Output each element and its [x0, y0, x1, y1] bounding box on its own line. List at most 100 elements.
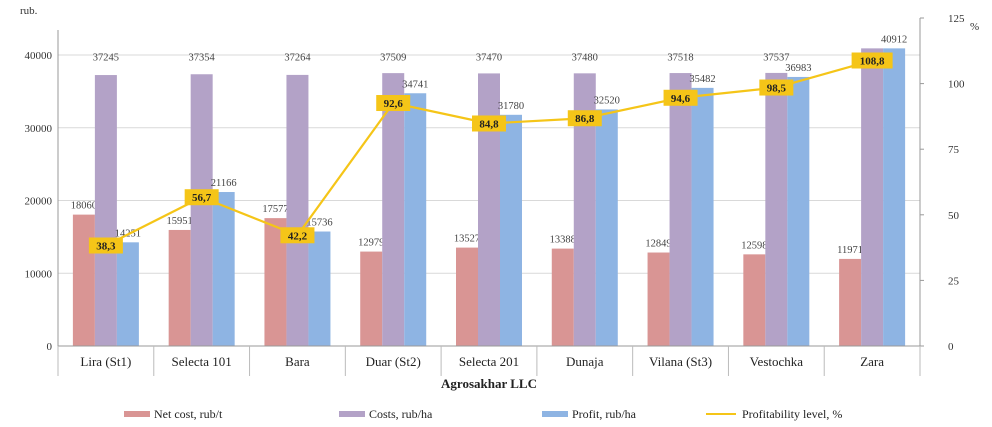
- legend-label-profitability: Profitability level, %: [742, 406, 843, 421]
- bar-value-label: 35482: [689, 74, 715, 85]
- bar: [286, 74, 309, 346]
- y2-tick-label: 0: [948, 341, 954, 353]
- legend-label-net-cost: Net cost, rub/t: [154, 406, 223, 421]
- legend-swatch-profitability: [706, 413, 736, 415]
- bar-value-label: 13388: [550, 235, 576, 246]
- bar: [883, 48, 906, 346]
- bar-value-label: 37470: [476, 53, 502, 64]
- bar-value-label: 34741: [402, 79, 428, 90]
- bar: [94, 75, 117, 346]
- bar: [861, 48, 884, 346]
- bar-value-label: 36983: [785, 63, 811, 74]
- bar: [743, 254, 766, 346]
- profitability-line: 38,3 56,7 42,2 92,6 84,8 86,8 94,6 98,5 108,8: [88, 52, 893, 254]
- y-tick-label: 10000: [25, 268, 53, 280]
- bar: [551, 248, 574, 346]
- bar-value-label: 11971: [837, 245, 863, 256]
- bar-value-label: 37354: [189, 53, 216, 64]
- bar-value-label: 37245: [93, 53, 119, 64]
- bar-value-label: 37518: [667, 53, 693, 64]
- bar-value-label: 37480: [572, 53, 598, 64]
- legend-item-net-cost: Net cost, rub/t: [124, 404, 222, 424]
- point-label: 94,6: [671, 93, 691, 105]
- point-label-box: [376, 95, 411, 112]
- point-label: 38,3: [96, 241, 116, 253]
- category-label: Dunaja: [566, 354, 604, 369]
- legend-item-profitability: Profitability level, %: [706, 404, 842, 424]
- bar-value-label: 17577: [262, 204, 288, 215]
- axes: 0 10000 20000 30000 40000 0 25 50 75 100 125 Lira (…: [25, 13, 965, 376]
- legend-item-profit: Profit, rub/ha: [542, 404, 636, 424]
- bars: 1806037245142511595137354211661757737264…: [71, 34, 907, 347]
- category-label: Lira (St1): [80, 354, 131, 369]
- y2-tick-label: 75: [948, 144, 960, 156]
- bar-value-label: 12598: [741, 240, 767, 251]
- legend: Net cost, rub/t Costs, rub/ha Profit, ru…: [0, 404, 992, 424]
- bar-value-label: 40912: [881, 34, 907, 45]
- y2-axis-unit: %: [970, 21, 979, 33]
- bar: [382, 73, 405, 347]
- category-label: Bara: [285, 354, 310, 369]
- bar-value-label: 18060: [71, 201, 97, 212]
- point-label: 56,7: [192, 192, 212, 204]
- bar: [360, 251, 383, 346]
- legend-swatch-costs: [339, 411, 365, 417]
- bar-value-label: 37537: [763, 53, 789, 64]
- bar: [308, 231, 331, 346]
- point-label: 84,8: [479, 118, 499, 130]
- legend-item-costs: Costs, rub/ha: [339, 404, 432, 424]
- bar: [404, 93, 427, 347]
- bar: [647, 252, 670, 346]
- bar: [839, 258, 862, 346]
- bar-value-label: 15736: [306, 218, 332, 229]
- y-tick-label: 30000: [25, 123, 53, 135]
- bar: [264, 218, 287, 346]
- point-label-box: [663, 89, 698, 106]
- category-label: Duar (St2): [366, 354, 421, 369]
- point-label: 86,8: [575, 113, 595, 125]
- y-tick-label: 40000: [25, 50, 53, 62]
- point-label: 42,2: [288, 230, 308, 242]
- point-label-box: [88, 237, 123, 254]
- chart: 1806037245142511595137354211661757737264…: [20, 5, 979, 391]
- bar-value-label: 15951: [167, 216, 193, 227]
- bar-value-label: 37264: [284, 53, 311, 64]
- legend-label-costs: Costs, rub/ha: [369, 406, 433, 421]
- bar: [168, 229, 191, 346]
- bar: [573, 73, 596, 346]
- bar: [691, 87, 714, 347]
- point-label-box: [851, 52, 893, 69]
- y-tick-label: 20000: [25, 196, 53, 208]
- legend-swatch-net-cost: [124, 411, 150, 417]
- bar-value-label: 31780: [498, 101, 524, 112]
- point-label-box: [280, 227, 315, 244]
- bar: [500, 114, 522, 346]
- x-axis-title: Agrosakhar LLC: [441, 376, 537, 391]
- bar-value-label: 32520: [594, 95, 620, 106]
- point-label-box: [567, 110, 602, 127]
- category-label: Vilana (St3): [649, 354, 712, 369]
- y2-tick-label: 50: [948, 210, 960, 222]
- bar-value-label: 21166: [211, 178, 237, 189]
- bar: [478, 73, 500, 346]
- bar: [212, 192, 235, 346]
- legend-swatch-profit: [542, 411, 568, 417]
- bar: [190, 74, 213, 347]
- y-tick-label: 0: [47, 341, 53, 353]
- category-label: Vestochka: [750, 354, 804, 369]
- point-label-box: [759, 79, 794, 96]
- bar-value-label: 13527: [454, 234, 480, 245]
- bar-value-label: 12979: [358, 238, 384, 249]
- category-label: Zara: [860, 354, 884, 369]
- y-axis-unit: rub.: [20, 5, 38, 17]
- bar: [765, 72, 788, 346]
- bar: [116, 242, 139, 346]
- y2-tick-label: 125: [948, 13, 965, 25]
- y2-tick-label: 25: [948, 275, 960, 287]
- point-label: 92,6: [384, 98, 404, 110]
- point-label-box: [472, 115, 506, 132]
- point-label: 108,8: [860, 56, 885, 68]
- y2-tick-label: 100: [948, 79, 965, 91]
- bar-value-label: 12849: [645, 239, 671, 250]
- bar: [787, 76, 810, 347]
